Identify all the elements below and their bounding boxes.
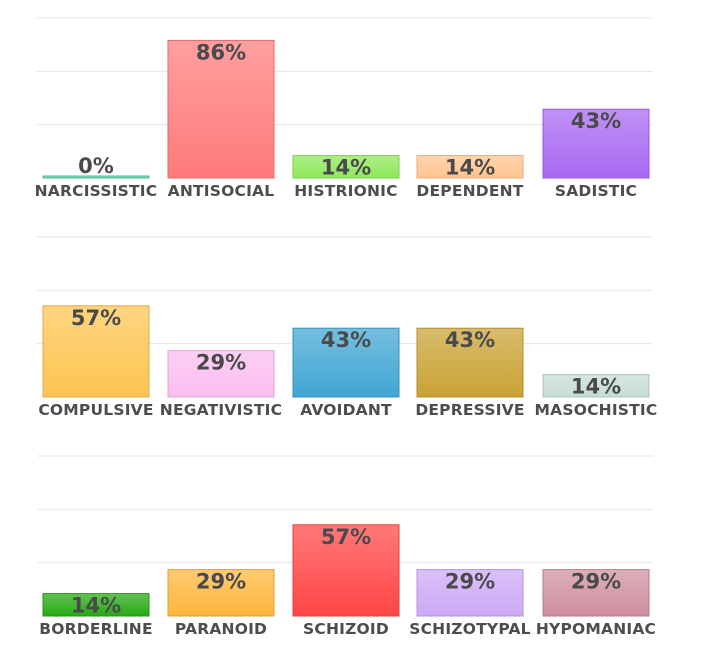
bar-value-label: 43% xyxy=(571,109,621,133)
bar-value-label: 86% xyxy=(196,40,246,64)
category-label: SCHIZOID xyxy=(303,620,389,638)
bar-value-label: 14% xyxy=(321,156,371,180)
bar-value-label: 57% xyxy=(321,525,371,549)
bar-paranoid xyxy=(167,569,275,617)
bar-avoidant xyxy=(292,327,400,398)
bar-value-label: 29% xyxy=(571,570,621,594)
bar-compulsive xyxy=(42,305,150,398)
bar-negativistic xyxy=(167,350,275,398)
bar-value-label: 29% xyxy=(196,351,246,375)
category-label: MASOCHISTIC xyxy=(535,401,658,419)
category-label: DEPRESSIVE xyxy=(415,401,524,419)
bar-value-label: 14% xyxy=(571,375,621,399)
bar-sadistic xyxy=(542,108,650,179)
bar-antisocial xyxy=(167,39,275,179)
chart-panel-1: 0% NARCISSISTIC 86% ANTISOCIAL 14% HISTRIONIC… xyxy=(35,17,653,200)
bar-value-label: 29% xyxy=(445,570,495,594)
bar-value-label: 14% xyxy=(445,156,495,180)
chart-panel-3: 14% BORDERLINE 29% PARANOID 57% SCHIZOID 29% SC… xyxy=(37,455,656,638)
bar-value-label: 43% xyxy=(321,328,371,352)
bar-hypomaniac xyxy=(542,569,650,617)
bar-schizoid xyxy=(292,524,400,617)
category-label: ANTISOCIAL xyxy=(168,182,275,200)
bar-value-label: 57% xyxy=(71,306,121,330)
bar-schizotypal xyxy=(416,569,524,617)
bar-value-label: 14% xyxy=(71,594,121,618)
category-label: HYPOMANIAC xyxy=(536,620,656,638)
bar-borderline xyxy=(42,593,150,617)
category-label: SADISTIC xyxy=(555,182,637,200)
category-label: NEGATIVISTIC xyxy=(160,401,282,419)
bar-masochistic xyxy=(542,374,650,398)
bar-value-label: 43% xyxy=(445,328,495,352)
category-label: BORDERLINE xyxy=(39,620,153,638)
category-label: NARCISSISTIC xyxy=(35,182,158,200)
category-label: DEPENDENT xyxy=(416,182,523,200)
bar-histrionic xyxy=(292,155,400,179)
category-label: AVOIDANT xyxy=(300,401,392,419)
bar-narcissistic xyxy=(42,175,150,179)
category-label: PARANOID xyxy=(175,620,267,638)
category-label: COMPULSIVE xyxy=(38,401,153,419)
chart-panel-2: 57% COMPULSIVE 29% NEGATIVISTIC 43% AVOIDANT 4… xyxy=(37,236,658,419)
bar-depressive xyxy=(416,327,524,398)
bar-dependent xyxy=(416,155,524,179)
bar-value-label: 29% xyxy=(196,570,246,594)
category-label: HISTRIONIC xyxy=(294,182,397,200)
bar-value-label: 0% xyxy=(78,154,114,178)
category-label: SCHIZOTYPAL xyxy=(409,620,531,638)
